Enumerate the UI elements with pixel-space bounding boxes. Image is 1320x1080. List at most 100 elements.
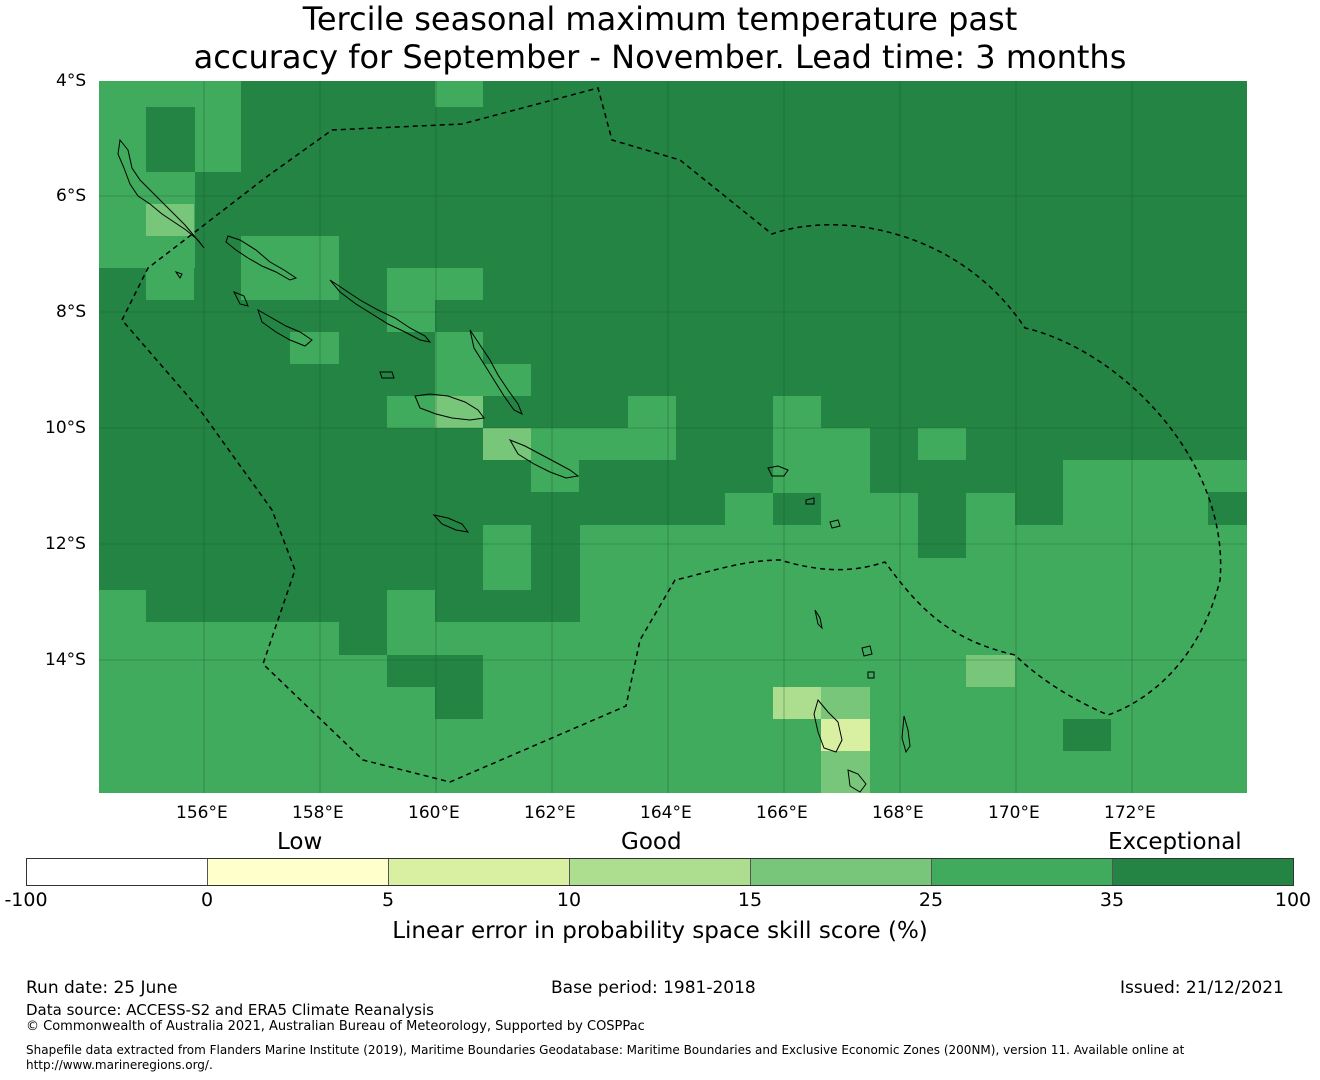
score-cell xyxy=(435,396,483,428)
colorbar-tick: -100 xyxy=(4,889,48,911)
score-cell xyxy=(1063,460,1208,525)
score-cell xyxy=(435,332,483,396)
run-date: Run date: 25 June xyxy=(26,978,178,998)
score-cell xyxy=(821,719,870,751)
colorbar-tick: 25 xyxy=(918,889,944,911)
shapefile-credit-line-2: http://www.marineregions.org/. xyxy=(26,1058,213,1072)
score-cells xyxy=(99,81,1247,793)
score-cell xyxy=(195,81,241,172)
land-outlines xyxy=(117,138,911,793)
island-choiseul xyxy=(225,235,298,281)
lon-tick: 158°E xyxy=(292,803,344,823)
island-new-georgia xyxy=(257,308,313,347)
colorbar-tick: 10 xyxy=(556,889,582,911)
colorbar-segment xyxy=(932,859,1113,885)
lat-tick: 4°S xyxy=(56,71,87,91)
island-small-5 xyxy=(379,371,395,379)
score-cell xyxy=(483,525,531,590)
colorbar-tick: 0 xyxy=(200,889,214,911)
lat-tick: 8°S xyxy=(56,302,87,322)
island-bougainville xyxy=(117,138,205,249)
lon-tick: 172°E xyxy=(1104,803,1156,823)
island-santa-cruz xyxy=(767,465,789,477)
lon-tick: 162°E xyxy=(524,803,576,823)
lon-tick: 160°E xyxy=(408,803,460,823)
eez-line xyxy=(121,87,1222,783)
island-santa-isabel xyxy=(329,279,432,343)
colorbar-segment xyxy=(751,859,932,885)
score-cell xyxy=(435,687,483,719)
score-cell xyxy=(821,687,870,719)
score-cell xyxy=(966,655,1015,687)
island-banks xyxy=(861,645,875,679)
legend-word-exceptional: Exceptional xyxy=(1108,829,1242,855)
score-cell xyxy=(531,525,579,590)
colorbar xyxy=(26,858,1294,886)
island-espiritu-santo xyxy=(813,698,843,753)
score-cell xyxy=(483,364,531,396)
island-torres xyxy=(814,609,823,630)
title-line-2: accuracy for September - November. Lead … xyxy=(193,38,1127,76)
colorbar-segment xyxy=(27,859,208,885)
base-period: Base period: 1981-2018 xyxy=(551,978,756,998)
island-small-3 xyxy=(174,271,183,279)
score-cell xyxy=(99,622,1247,793)
score-cell xyxy=(435,81,483,107)
colorbar-label: Linear error in probability space skill … xyxy=(392,918,928,944)
lat-tick: 12°S xyxy=(45,534,86,554)
score-cell xyxy=(241,236,339,300)
score-cell xyxy=(290,332,339,364)
score-cell xyxy=(387,590,435,655)
island-small-4 xyxy=(232,291,249,307)
score-cell xyxy=(918,493,966,558)
lat-tick: 10°S xyxy=(45,418,86,438)
lat-tick: 14°S xyxy=(45,650,86,670)
shapefile-credit-line-1: Shapefile data extracted from Flanders M… xyxy=(26,1043,1185,1057)
copyright: © Commonwealth of Australia 2021, Austra… xyxy=(26,1019,645,1034)
eez-boundary xyxy=(121,87,1222,783)
map-area: 4°S 6°S 8°S 10°S 12°S 14°S 156°E 158°E 1… xyxy=(45,71,1247,823)
score-cell xyxy=(821,428,870,493)
colorbar-segment xyxy=(389,859,570,885)
score-cell xyxy=(531,428,676,460)
score-cell xyxy=(146,236,194,300)
colorbar-segment xyxy=(208,859,389,885)
lon-tick: 168°E xyxy=(872,803,924,823)
lon-tick: 170°E xyxy=(988,803,1040,823)
lon-tick: 166°E xyxy=(756,803,808,823)
score-cell xyxy=(387,268,483,300)
colorbar-segment xyxy=(1113,859,1293,885)
data-source: Data source: ACCESS-S2 and ERA5 Climate … xyxy=(26,1001,434,1019)
lon-tick: 164°E xyxy=(640,803,692,823)
score-cell xyxy=(1063,719,1111,751)
colorbar-segment xyxy=(570,859,751,885)
lon-tick: 156°E xyxy=(176,803,228,823)
island-pentecost xyxy=(901,715,911,754)
score-cell xyxy=(1208,460,1247,492)
skill-score-map xyxy=(99,81,1247,793)
legend-word-low: Low xyxy=(277,829,323,855)
score-cell xyxy=(531,460,579,492)
score-cell xyxy=(967,525,1247,622)
island-malekula xyxy=(847,769,867,793)
map-title: Tercile seasonal maximum temperature pas… xyxy=(0,0,1320,76)
island-makira xyxy=(508,439,580,479)
issued-date: Issued: 21/12/2021 xyxy=(1120,978,1284,998)
score-cell xyxy=(99,590,146,622)
score-cell xyxy=(146,107,195,172)
score-cell xyxy=(339,590,387,655)
legend-word-good: Good xyxy=(621,829,682,855)
lat-tick: 6°S xyxy=(56,186,87,206)
score-cell xyxy=(821,751,870,793)
score-cell xyxy=(387,655,483,687)
score-cell xyxy=(628,396,676,428)
title-line-1: Tercile seasonal maximum temperature pas… xyxy=(302,0,1018,38)
colorbar-tick: 100 xyxy=(1274,889,1312,911)
score-cell xyxy=(483,428,531,460)
score-cell xyxy=(99,236,146,268)
score-cell xyxy=(387,300,435,332)
island-rennell xyxy=(432,514,470,533)
colorbar-tick: 5 xyxy=(381,889,395,911)
island-small-2 xyxy=(805,497,815,505)
score-cell xyxy=(918,428,966,460)
